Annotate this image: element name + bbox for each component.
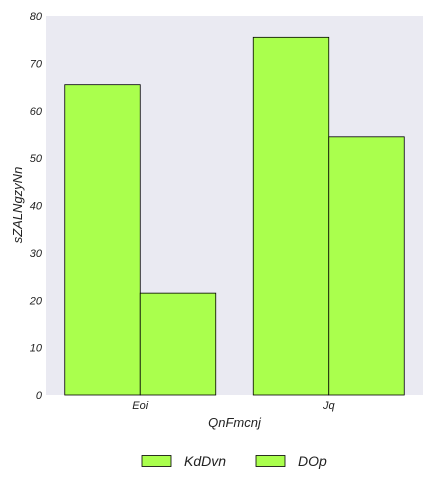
bar-DOp-Jq <box>328 136 405 396</box>
bar-KdDvn-Eoi <box>64 84 141 396</box>
y-tick-label: 30 <box>30 248 43 260</box>
bars-layer <box>64 36 405 396</box>
x-axis-ticks: Eoi Jq <box>132 400 335 412</box>
y-tick-label: 40 <box>30 201 43 213</box>
y-axis-ticks: 0 10 20 30 40 50 60 70 80 <box>29 11 43 402</box>
legend-swatch-KdDvn <box>141 455 172 467</box>
legend: KdDvn DOp <box>141 453 327 469</box>
x-axis-label: QnFmcnj <box>208 415 262 430</box>
y-tick-label: 80 <box>30 11 43 23</box>
y-tick-label: 10 <box>30 343 43 355</box>
y-tick-label: 50 <box>30 153 43 165</box>
bar-DOp-Eoi <box>139 292 217 396</box>
y-axis-label: sZALNgzyNn <box>10 167 25 244</box>
legend-label-DOp: DOp <box>298 453 327 469</box>
x-tick-label: Eoi <box>132 400 148 412</box>
y-tick-label: 60 <box>30 106 43 118</box>
bar-KdDvn-Jq <box>252 36 330 396</box>
y-tick-label: 0 <box>36 390 43 402</box>
y-tick-label: 70 <box>30 58 43 70</box>
y-tick-label: 20 <box>29 295 43 307</box>
x-tick-label: Jq <box>322 400 336 412</box>
legend-swatch-DOp <box>255 455 286 467</box>
legend-label-KdDvn: KdDvn <box>184 453 226 469</box>
